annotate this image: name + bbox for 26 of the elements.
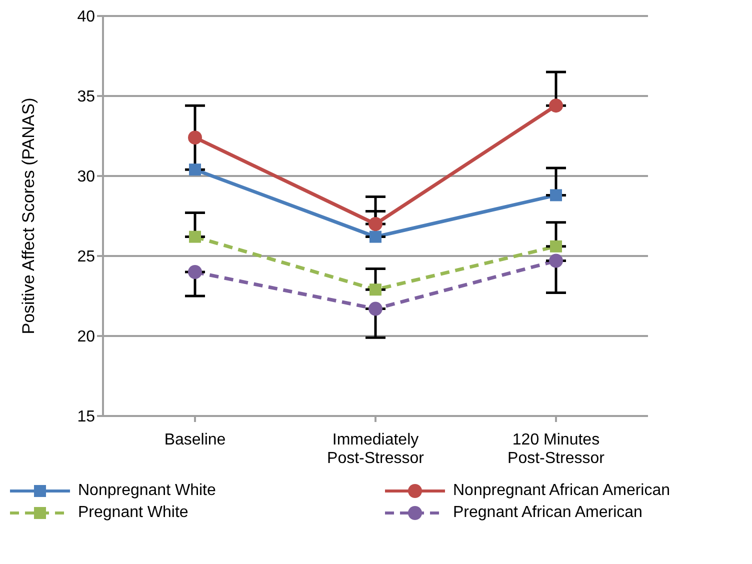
x-tick-label: Baseline [164,431,226,448]
legend-label: Pregnant White [77,504,190,522]
legend-label: Nonpregnant White [77,482,217,500]
point [368,302,382,316]
point [189,164,201,176]
y-tick-label: 30 [77,168,96,186]
x-tick-label: Immediately Post-Stressor [327,431,425,467]
point [370,230,382,243]
point [549,254,563,268]
point [189,230,201,243]
y-axis-title: Positive Affect Scores (PANAS) [19,98,38,334]
point [188,265,202,279]
legend-label: Pregnant African American [452,504,644,522]
y-tick-label: 15 [77,408,96,426]
point [550,189,562,202]
y-tick-label: 25 [77,248,96,266]
y-tick-label: 20 [77,328,96,346]
point [368,217,382,231]
y-tick-label: 35 [77,88,96,106]
y-tick-label: 40 [77,8,96,26]
point [370,284,382,296]
point [549,98,563,113]
point [188,130,202,145]
x-tick-label: 120 Minutes Post-Stressor [508,431,606,467]
legend-label: Nonpregnant African American [452,482,672,500]
point [550,240,562,252]
